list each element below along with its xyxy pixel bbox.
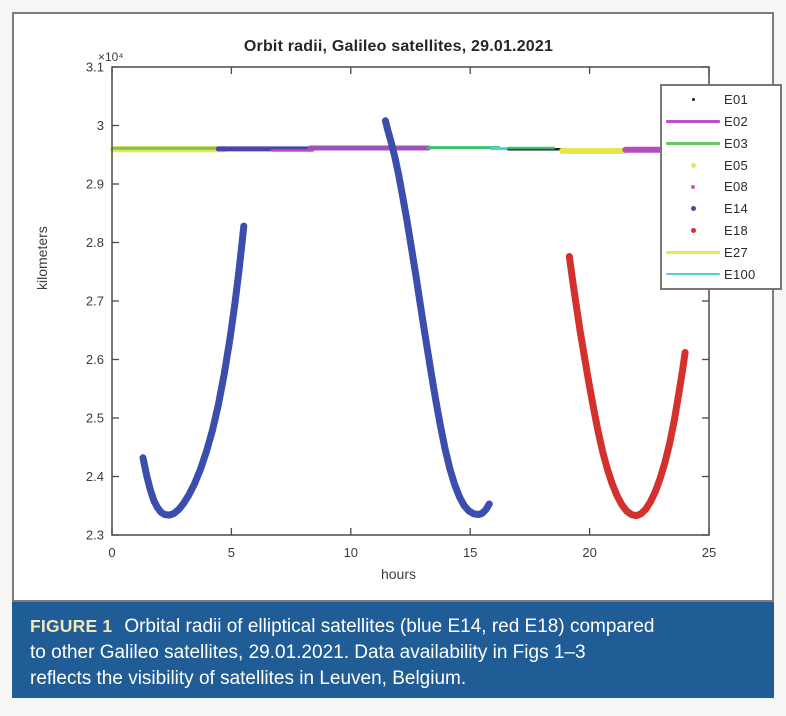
legend-row: E08 — [662, 176, 780, 197]
caption-line-3: reflects the visibility of satellites in… — [30, 668, 467, 689]
orbit-curve-E18 — [565, 253, 689, 520]
legend-label: E01 — [724, 92, 749, 108]
x-tick-label: 25 — [702, 545, 716, 560]
legend-row: E14 — [662, 198, 780, 219]
x-tick-label: 5 — [228, 545, 235, 560]
caption-line-1: FIGURE 1 Orbital radii of elliptical sate… — [30, 613, 764, 640]
caption-text-1: Orbital radii of elliptical satellites (… — [124, 616, 655, 637]
y-axis-exponent-label: ×10⁴ — [98, 50, 124, 64]
legend-line-sample — [666, 250, 720, 254]
legend-label: E27 — [724, 244, 749, 260]
legend-label: E18 — [724, 222, 749, 238]
legend-label: E100 — [724, 266, 756, 282]
chart-title: Orbit radii, Galileo satellites, 29.01.2… — [243, 38, 554, 55]
y-tick-label: 3.1 — [86, 60, 104, 75]
legend-label: E05 — [724, 157, 749, 173]
y-tick-label: 2.6 — [86, 352, 104, 367]
caption-band: FIGURE 1 Orbital radii of elliptical sate… — [12, 602, 774, 698]
x-tick-label: 15 — [463, 545, 477, 560]
x-tick-label: 20 — [582, 545, 596, 560]
legend-dot-sample — [690, 162, 696, 168]
legend-label: E02 — [724, 114, 749, 130]
legend-row: E100 — [662, 264, 780, 285]
x-tick-label: 10 — [344, 545, 358, 560]
legend-row: E05 — [662, 155, 780, 176]
legend-dot-sample — [690, 227, 696, 233]
legend-dot-sample — [691, 184, 695, 189]
orbit-curve-E14 — [139, 222, 248, 519]
legend-row: E01 — [662, 89, 780, 110]
legend-label: E03 — [724, 135, 749, 151]
y-tick-label: 2.8 — [86, 235, 104, 250]
legend-label: E14 — [724, 201, 749, 217]
legend-line-sample — [666, 120, 720, 123]
legend-row: E02 — [662, 111, 780, 132]
figure-caption-label: FIGURE 1 — [30, 616, 113, 636]
y-tick-label: 2.9 — [86, 177, 104, 192]
y-tick-label: 2.4 — [86, 469, 104, 484]
y-tick-label: 2.5 — [86, 411, 104, 426]
legend-row: E18 — [662, 220, 780, 241]
legend-row: E27 — [662, 242, 780, 263]
y-tick-label: 3 — [97, 118, 104, 133]
x-tick-label: 0 — [108, 545, 115, 560]
legend-dot-sample — [690, 206, 696, 212]
legend-line-sample — [666, 142, 720, 145]
legend-dot-sample — [691, 98, 695, 102]
legend-row: E03 — [662, 133, 780, 154]
y-tick-label: 2.3 — [86, 528, 104, 543]
orbit-chart-svg: 0 5 10 15 20 25 2.3 2.4 2.5 2.6 2.7 2.8 2.9 3 3.1 — [86, 60, 716, 561]
legend-label: E08 — [724, 179, 749, 195]
caption-line-2: to other Galileo satellites, 29.01.2021.… — [30, 642, 586, 663]
legend-box: E01 E02 E03 E05 E08 E14 E18 E27 E100 — [660, 84, 782, 290]
x-axis-label: hours — [380, 566, 417, 582]
orbit-curve-E14 — [381, 117, 493, 518]
legend-line-sample — [666, 272, 720, 276]
y-tick-label: 2.7 — [86, 294, 104, 309]
figure-panel: 0 5 10 15 20 25 2.3 2.4 2.5 2.6 2.7 2.8 2.9 3 3.1 Orbi… — [12, 12, 782, 602]
